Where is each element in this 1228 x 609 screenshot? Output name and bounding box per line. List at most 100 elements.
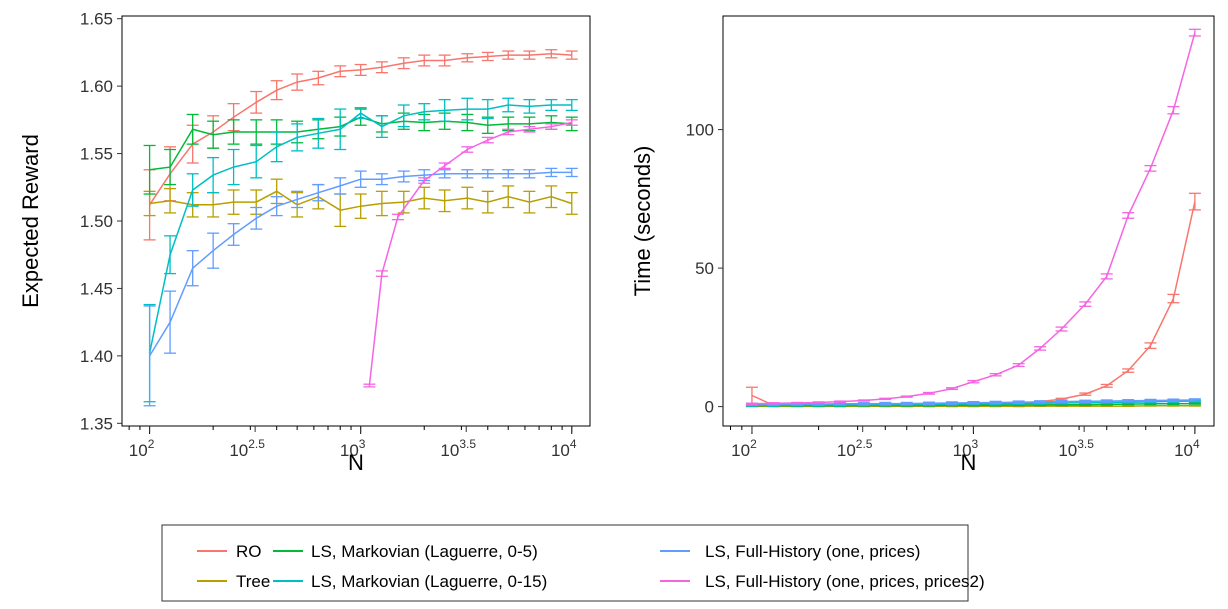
time-error-bar [1122, 405, 1135, 407]
time-error-bar [1100, 399, 1113, 403]
time-error-bar [745, 402, 758, 406]
reward-error-bar [438, 98, 451, 122]
reward-error-bar [438, 162, 451, 170]
time-error-bar [1122, 402, 1135, 406]
time-y-tick-label: 0 [705, 398, 714, 417]
time-error-bar [767, 402, 780, 405]
time-error-bar [1122, 212, 1135, 219]
time-x-tick-label: 102.5 [837, 437, 873, 460]
reward-error-bar [186, 113, 199, 145]
time-error-bar [1167, 404, 1180, 407]
time-error-bar [857, 399, 870, 402]
reward-error-bar [545, 167, 558, 178]
time-error-bar [1012, 363, 1025, 368]
time-error-bar [1079, 399, 1092, 404]
reward-error-bar [461, 169, 474, 179]
reward-error-bar [164, 290, 177, 354]
time-y-tick-label: 100 [686, 121, 714, 140]
time-error-bar [922, 391, 935, 395]
reward-x-tick-label: 103.5 [440, 437, 476, 460]
reward-x-tick-label: 103 [340, 437, 366, 460]
reward-error-bar [438, 189, 451, 213]
time-error-bar [1144, 164, 1157, 172]
reward-error-bar [186, 250, 199, 287]
legend-box [161, 524, 969, 602]
time-error-bar [879, 397, 892, 401]
time-error-bar [1100, 403, 1113, 406]
time-error-bar [1167, 398, 1180, 402]
reward-series-ls-full-history-one-prices-prices2 [363, 119, 578, 388]
reward-error-bar [418, 103, 431, 121]
reward-error-bar [397, 104, 410, 128]
time-error-bar [1055, 399, 1068, 404]
reward-error-bar [354, 170, 367, 188]
reward-error-bar [418, 54, 431, 67]
time-error-bar [1167, 402, 1180, 406]
reward-series-tree [143, 178, 578, 228]
reward-error-bar [502, 169, 515, 179]
reward-error-bar [227, 223, 240, 246]
legend-label-ro: RO [236, 542, 262, 561]
time-error-bar [745, 386, 758, 405]
reward-y-tick-label: 1.45 [80, 279, 113, 298]
reward-error-bar [363, 383, 376, 388]
reward-x-axis-title: N [348, 450, 364, 475]
reward-error-bar [397, 57, 410, 70]
reward-x-tick-label: 102.5 [229, 437, 265, 460]
reward-error-bar [143, 144, 156, 195]
reward-error-bar [481, 190, 494, 214]
reward-error-bar [270, 196, 283, 217]
reward-error-bar [523, 190, 536, 214]
reward-error-bar [481, 51, 494, 62]
reward-error-bar [312, 117, 325, 149]
reward-error-bar [461, 53, 474, 63]
time-error-bar [1100, 383, 1113, 388]
time-error-bar [945, 387, 958, 391]
reward-error-bar [375, 173, 388, 186]
reward-error-bar [312, 183, 325, 202]
time-error-bar [1167, 293, 1180, 304]
time-error-bar [1188, 398, 1201, 402]
reward-error-bar [250, 144, 263, 179]
reward-error-bar [270, 80, 283, 101]
legend-label-tree: Tree [236, 572, 270, 591]
time-panel-border [722, 15, 1215, 427]
reward-error-bar [418, 177, 431, 184]
time-error-bar [1079, 403, 1092, 406]
reward-error-bar [375, 115, 388, 139]
time-error-bar [1188, 192, 1201, 211]
reward-error-bar [438, 54, 451, 67]
reward-error-bar [481, 98, 494, 120]
reward-error-bar [291, 73, 304, 91]
reward-error-bar [227, 119, 240, 145]
reward-y-tick-label: 1.65 [80, 10, 113, 29]
reward-error-bar [502, 50, 515, 60]
reward-error-bar [270, 131, 283, 163]
time-error-bar [1034, 346, 1047, 351]
time-x-tick-label: 104 [1174, 437, 1200, 460]
reward-error-bar [397, 170, 410, 183]
reward-error-bar [207, 120, 220, 149]
reward-error-bar [565, 50, 578, 60]
reward-error-bar [250, 119, 263, 145]
reward-error-bar [375, 270, 388, 277]
reward-error-bar [502, 185, 515, 209]
time-error-bar [1012, 400, 1025, 404]
time-error-bar [989, 372, 1002, 377]
time-error-bar [857, 402, 870, 406]
time-error-bar [1079, 301, 1092, 307]
time-x-axis-title: N [961, 450, 977, 475]
time-error-bar [945, 401, 958, 405]
reward-error-bar [461, 97, 474, 121]
reward-error-bar [334, 193, 347, 228]
time-error-bar [967, 400, 980, 405]
time-error-bar [1055, 326, 1068, 332]
reward-error-bar [354, 193, 367, 219]
legend: RO Tree LS, Markovian (Laguerre, 0-5) LS… [161, 524, 985, 602]
reward-error-bar [481, 136, 494, 144]
time-y-axis-title: Time (seconds) [630, 146, 655, 297]
reward-panel-border [121, 15, 591, 427]
legend-label-ls-markovian-0-15: LS, Markovian (Laguerre, 0-15) [311, 572, 547, 591]
time-panel: 0 50 100 102 102.5 103 103.5 104 N Time (seconds) [630, 15, 1215, 475]
